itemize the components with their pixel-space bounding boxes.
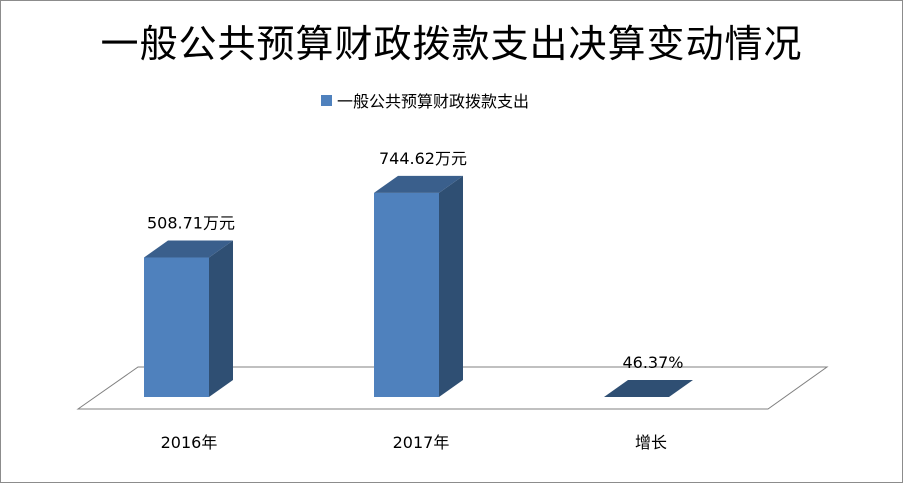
legend: 一般公共预算财政拨款支出 bbox=[321, 89, 529, 111]
chart-floor bbox=[76, 366, 829, 410]
category-label: 2016年 bbox=[161, 433, 218, 452]
bar bbox=[144, 257, 209, 397]
data-label: 46.37% bbox=[622, 353, 683, 372]
chart-title: 一般公共预算财政拨款支出决算变动情况 bbox=[100, 22, 803, 66]
bar bbox=[604, 380, 693, 397]
category-label: 增长 bbox=[635, 433, 667, 452]
bar bbox=[374, 192, 439, 397]
bar-top bbox=[374, 175, 463, 193]
category-label: 2017年 bbox=[393, 433, 450, 452]
bar-top bbox=[144, 240, 233, 258]
bar-side bbox=[209, 240, 233, 397]
legend-swatch bbox=[321, 94, 332, 106]
data-label: 508.71万元 bbox=[147, 214, 235, 233]
data-label: 744.62万元 bbox=[379, 149, 467, 168]
bar-side bbox=[439, 175, 463, 397]
legend-label: 一般公共预算财政拨款支出 bbox=[337, 92, 530, 111]
